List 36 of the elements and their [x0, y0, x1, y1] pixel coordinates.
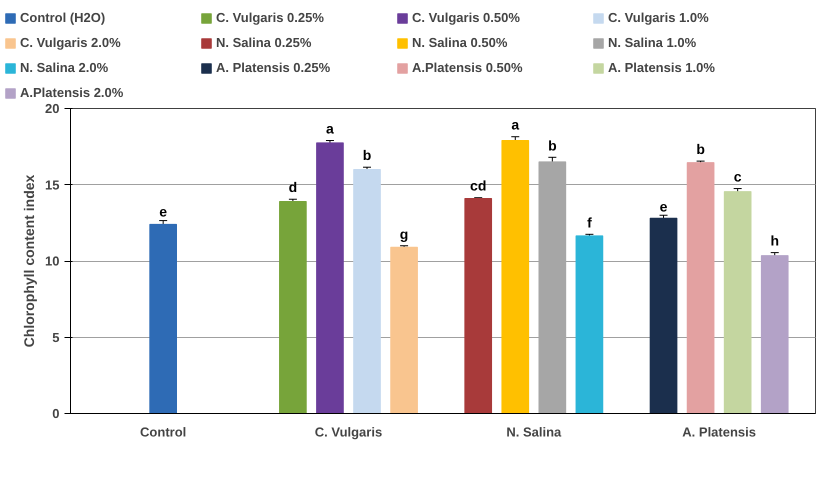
legend-label: A. Platensis 0.25%	[216, 60, 332, 75]
data-label: f	[587, 214, 592, 230]
legend-label: C. Vulgaris 1.0%	[608, 10, 710, 25]
data-label: e	[660, 198, 668, 214]
legend-label: A.Platensis 0.50%	[412, 60, 524, 75]
legend-label: N. Salina 1.0%	[608, 35, 698, 50]
x-tick-label: Control	[140, 424, 186, 440]
data-label: h	[770, 232, 780, 249]
y-tick-label: 10	[45, 254, 60, 268]
legend-label: A. Platensis 1.0%	[608, 60, 716, 75]
data-label: g	[400, 226, 408, 242]
legend-label: A.Platensis 2.0%	[20, 85, 124, 100]
legend-label: C. Vulgaris 0.50%	[412, 10, 521, 25]
legend-label: N. Salina 0.50%	[412, 35, 508, 50]
x-tick-label: A. Platensis	[682, 424, 756, 440]
legend-label: N. Salina 2.0%	[20, 60, 110, 75]
data-label: d	[288, 179, 298, 196]
data-label: b	[548, 137, 557, 154]
legend-label: C. Vulgaris 2.0%	[20, 35, 122, 50]
y-axis-title: Chlorophyll content index	[21, 174, 38, 348]
x-tick-label: C. Vulgaris	[314, 424, 382, 440]
data-label: e	[159, 204, 168, 220]
x-tick-label: N. Salina	[506, 424, 562, 440]
legend-label: N. Salina 0.25%	[216, 35, 312, 50]
data-label: b	[362, 147, 372, 164]
data-label: a	[511, 116, 520, 133]
legend-label: C. Vulgaris 0.25%	[216, 10, 325, 25]
data-label: cd	[470, 178, 486, 194]
y-tick-label: 0	[52, 406, 60, 421]
y-tick-label: 15	[45, 177, 60, 192]
data-label: a	[326, 120, 334, 137]
data-label: c	[734, 168, 742, 185]
y-tick-label: 5	[52, 330, 60, 345]
y-tick-label: 20	[45, 101, 60, 116]
legend-label: Control (H2O)	[20, 10, 106, 25]
data-label: b	[696, 141, 705, 158]
